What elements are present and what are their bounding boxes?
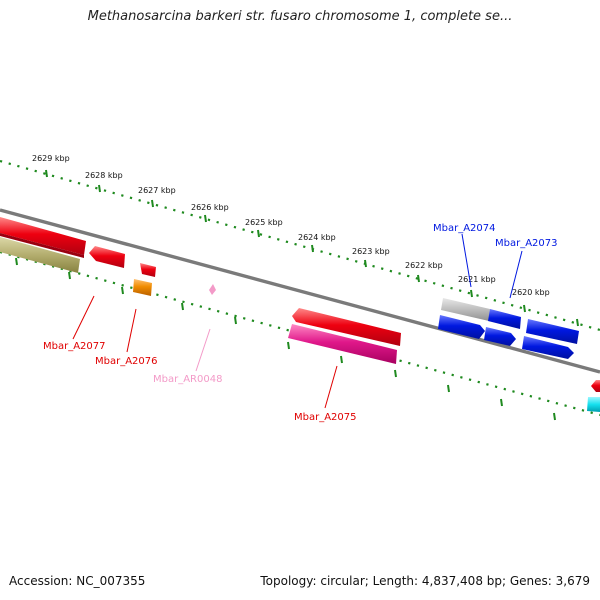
gene-red-right[interactable] xyxy=(591,380,600,392)
label-connector xyxy=(509,250,523,299)
ruler-tick xyxy=(98,184,101,193)
gene-label[interactable]: Mbar_A2073 xyxy=(495,238,558,249)
gene-label[interactable]: Mbar_A2075 xyxy=(294,412,357,423)
ruler-label: 2621 kbp xyxy=(458,275,496,284)
topology-summary: Topology: circular; Length: 4,837,408 bp… xyxy=(260,574,590,588)
label-connector xyxy=(324,365,338,409)
ruler-label: 2620 kbp xyxy=(512,288,550,297)
gene-label[interactable]: Mbar_A2076 xyxy=(95,356,158,367)
gene-label[interactable]: Mbar_AR0048 xyxy=(153,374,222,385)
ruler-tick xyxy=(447,384,450,393)
gene-blue-c[interactable] xyxy=(438,315,485,339)
label-connector xyxy=(126,308,137,353)
gene-mbar-a2076-orange[interactable] xyxy=(133,279,152,296)
ruler-tick xyxy=(257,229,260,238)
gene-label[interactable]: Mbar_A2074 xyxy=(433,223,496,234)
gene-mbar-a2077[interactable] xyxy=(0,217,86,255)
ruler-label: 2629 kbp xyxy=(32,154,70,163)
ruler-tick xyxy=(311,244,314,253)
ruler-tick xyxy=(121,286,124,295)
ruler-tick xyxy=(45,169,48,178)
ruler-tick xyxy=(470,289,473,298)
gene-mbar-a2076-a[interactable] xyxy=(89,246,125,268)
ruler-tick xyxy=(181,302,184,311)
gene-gray[interactable] xyxy=(441,298,490,321)
inner-ruler xyxy=(0,250,600,421)
gene-mbar-a2075-red[interactable] xyxy=(292,308,401,346)
ruler-label: 2626 kbp xyxy=(191,203,229,212)
gene-mbar-a2076-b[interactable] xyxy=(140,263,156,277)
ruler-label: 2624 kbp xyxy=(298,233,336,242)
ruler-label: 2622 kbp xyxy=(405,261,443,270)
ruler-tick xyxy=(15,257,18,266)
map-title: Methanosarcina barkeri str. fusaro chrom… xyxy=(87,9,513,24)
ruler-tick xyxy=(417,274,420,283)
ruler-tick xyxy=(234,316,237,325)
ruler-tick xyxy=(553,412,556,421)
ruler-tick xyxy=(151,199,154,208)
ruler-tick xyxy=(523,304,526,313)
ruler-tick xyxy=(340,355,343,364)
gene-mbar-a2075-pink[interactable] xyxy=(288,324,397,364)
gene-cyan[interactable] xyxy=(587,397,600,412)
gene-mbar-a2077-side xyxy=(0,233,84,258)
gene-olive[interactable] xyxy=(0,237,80,273)
ruler-tick xyxy=(364,259,367,268)
gene-mbar-ar0048[interactable] xyxy=(209,284,216,295)
ruler-tick xyxy=(576,318,579,327)
label-connector xyxy=(72,295,95,340)
ruler-label: 2628 kbp xyxy=(85,171,123,180)
gene-mbar-a2074[interactable] xyxy=(488,309,521,329)
label-connector xyxy=(195,328,211,372)
ruler-label: 2623 kbp xyxy=(352,247,390,256)
gene-blue-d[interactable] xyxy=(484,327,516,346)
outer-ruler: 2629 kbp 2628 kbp 2627 kbp 2626 kbp 2625… xyxy=(0,154,600,332)
ruler-tick xyxy=(287,341,290,350)
label-connector xyxy=(461,233,472,288)
ruler-tick xyxy=(68,271,71,280)
gene-mbar-a2073[interactable] xyxy=(526,319,579,344)
ruler-tick xyxy=(500,398,503,407)
genome-backbone xyxy=(0,208,600,374)
gene-label[interactable]: Mbar_A2077 xyxy=(43,341,106,352)
ruler-label: 2627 kbp xyxy=(138,186,176,195)
gene-blue-e[interactable] xyxy=(522,336,574,359)
ruler-tick xyxy=(394,369,397,378)
ruler-label: 2625 kbp xyxy=(245,218,283,227)
accession-text: Accession: NC_007355 xyxy=(9,574,146,588)
ruler-tick xyxy=(204,214,207,223)
